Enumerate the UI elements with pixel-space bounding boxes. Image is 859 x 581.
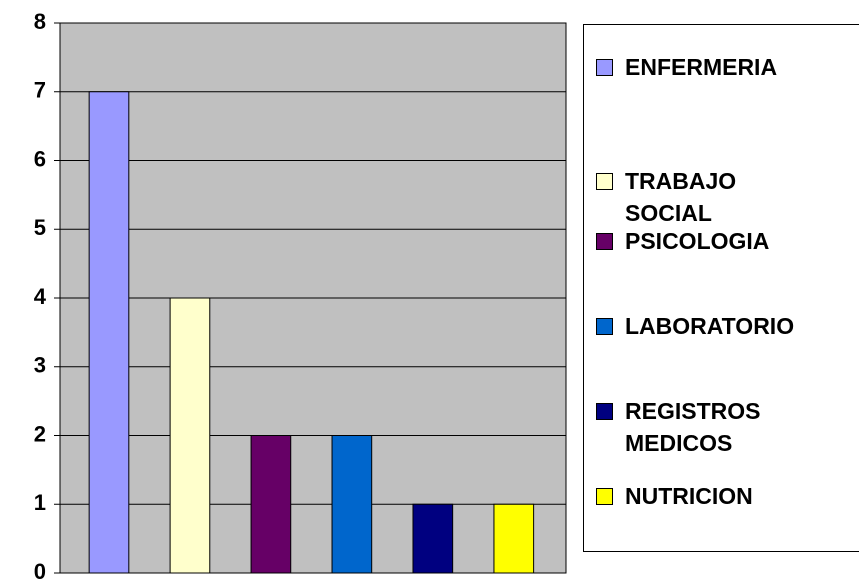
y-tick-label: 3 (34, 353, 46, 378)
legend-swatch (596, 173, 613, 190)
y-tick-label: 8 (34, 9, 46, 34)
legend-swatch (596, 318, 613, 335)
legend-item: PSICOLOGIA (596, 225, 810, 257)
y-tick-label: 2 (34, 421, 46, 446)
y-tick-label: 5 (34, 215, 46, 240)
bar (169, 297, 211, 574)
legend-label: LABORATORIO (625, 313, 795, 339)
legend-item: REGISTROS MEDICOS (596, 395, 810, 459)
bar (493, 503, 535, 574)
bar (250, 435, 292, 574)
legend-label: REGISTROS MEDICOS (625, 398, 761, 456)
legend: ENFERMERIA TRABAJO SOCIAL PSICOLOGIA LABORA… (583, 24, 859, 552)
legend-label: PSICOLOGIA (625, 228, 770, 254)
legend-swatch (596, 59, 613, 76)
legend-swatch (596, 233, 613, 250)
y-tick-label: 4 (34, 284, 47, 309)
bar (331, 435, 373, 574)
bar (412, 503, 454, 574)
legend-swatch (596, 488, 613, 505)
y-tick-label: 6 (34, 146, 46, 171)
bar (88, 91, 130, 574)
legend-swatch (596, 403, 613, 420)
y-tick-label: 7 (34, 78, 46, 103)
plot: 0 1 2 3 4 5 6 7 8 (34, 9, 567, 581)
y-tick-label: 0 (34, 559, 46, 581)
legend-label: NUTRICION (625, 483, 753, 509)
legend-label: ENFERMERIA (625, 54, 778, 80)
legend-item: LABORATORIO (596, 310, 810, 342)
y-tick-label: 1 (34, 490, 46, 515)
legend-item: TRABAJO SOCIAL (596, 165, 810, 229)
legend-item: ENFERMERIA (596, 51, 810, 83)
legend-label: TRABAJO SOCIAL (625, 168, 737, 226)
legend-item: NUTRICION (596, 480, 810, 512)
